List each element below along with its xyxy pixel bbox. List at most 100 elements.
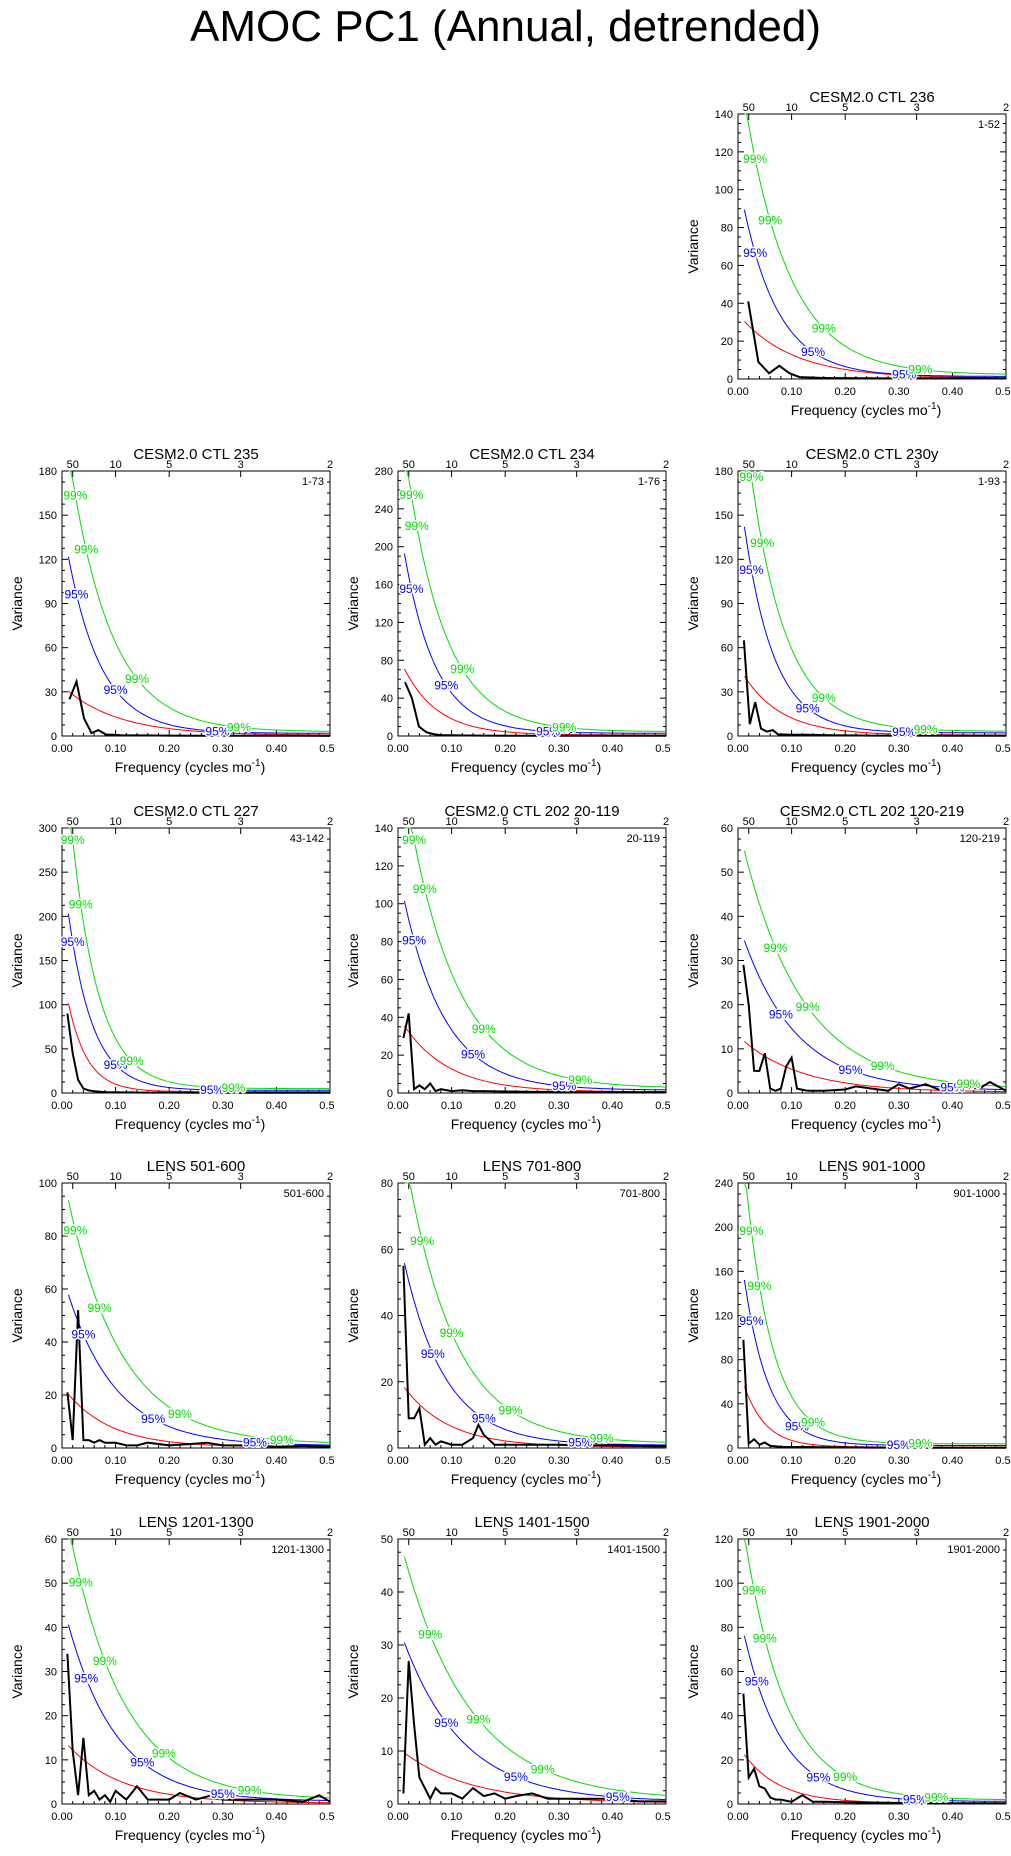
range-label: 120-219 (960, 833, 1000, 845)
y-tick-label: 30 (721, 956, 733, 968)
x-tick-label: 0.10 (105, 743, 126, 755)
chart-title: LENS 501-600 (147, 1158, 245, 1175)
x-tick-label: 0.30 (888, 1455, 909, 1467)
label-95: 95% (211, 1787, 235, 1801)
x-tick-label: 0.30 (548, 1811, 569, 1823)
label-95: 95% (739, 1314, 763, 1328)
spectrum-chart: LENS 501-600 501-600 0 20 40 60 80 100 0.00 0.10 0… (9, 1158, 335, 1487)
x-axis-label: Frequency (cycles mo-1) (791, 758, 942, 775)
label-99: 99% (796, 1000, 820, 1014)
red-noise-curve (743, 1386, 1006, 1448)
top-tick-label: 10 (109, 459, 121, 471)
confidence-99-curve (743, 1538, 1007, 1801)
y-tick-label: 60 (721, 260, 733, 272)
range-label: 1-73 (302, 476, 324, 488)
label-95: 95% (940, 1081, 964, 1095)
spectrum-panel: LENS 1401-1500 1401-1500 0 10 20 30 40 50 0.00 0.… (336, 1509, 671, 1856)
y-tick-label: 20 (721, 336, 733, 348)
x-tick-label: 0.20 (494, 743, 515, 755)
label-99: 99% (590, 1432, 614, 1446)
x-axis-label-text: Frequency (cycles mo (791, 1116, 928, 1132)
top-tick-label: 5 (502, 459, 508, 471)
chart-title: CESM2.0 CTL 202 20-119 (444, 803, 619, 820)
confidence-99-curve (403, 1556, 667, 1796)
y-tick-label: 200 (715, 1222, 733, 1234)
top-tick-label: 3 (574, 816, 580, 828)
x-tick-label: 0.40 (942, 1811, 963, 1823)
y-tick-label: 120 (715, 147, 733, 159)
y-tick-label: 40 (381, 1311, 393, 1323)
y-tick-label: 30 (721, 687, 733, 699)
top-tick-label: 5 (842, 459, 848, 471)
y-tick-label: 100 (715, 1578, 733, 1590)
top-tick-label: 10 (785, 1527, 797, 1539)
chart-title: LENS 1901-2000 (814, 1514, 929, 1531)
y-tick-label: 20 (721, 1755, 733, 1767)
x-tick-label: 0.40 (602, 1455, 623, 1467)
x-axis-label-text: Frequency (cycles mo (115, 1827, 252, 1843)
top-tick-label: 2 (1003, 816, 1009, 828)
x-axis-label-close: ) (597, 1827, 602, 1843)
y-axis-label: Variance (9, 1288, 25, 1342)
x-tick-label: 0.50 (655, 1100, 671, 1112)
label-95: 95% (130, 1756, 154, 1770)
y-tick-label: 0 (727, 1443, 733, 1455)
range-label: 1201-1300 (271, 1544, 324, 1556)
label-99: 99% (743, 152, 767, 166)
top-tick-label: 3 (914, 1527, 920, 1539)
x-tick-label: 0.30 (888, 1100, 909, 1112)
x-tick-label: 0.30 (212, 743, 233, 755)
x-tick-label: 0.30 (888, 386, 909, 398)
x-axis-label-exponent: -1 (588, 1115, 597, 1126)
plot-frame (61, 1538, 331, 1805)
x-tick-label: 0.10 (441, 1100, 462, 1112)
x-tick-label: 0.40 (266, 1455, 287, 1467)
y-tick-label: 200 (39, 911, 57, 923)
y-tick-label: 0 (727, 374, 733, 386)
x-tick-label: 0.50 (319, 1100, 335, 1112)
y-tick-label: 20 (381, 1377, 393, 1389)
x-tick-label: 0.50 (655, 743, 671, 755)
x-tick-label: 0.20 (834, 1811, 855, 1823)
top-tick-label: 50 (743, 102, 755, 114)
x-axis-label-text: Frequency (cycles mo (791, 759, 928, 775)
confidence-99-curve (744, 113, 1006, 375)
x-tick-label: 0.10 (781, 743, 802, 755)
label-95: 95% (74, 1671, 98, 1685)
x-axis-label: Frequency (cycles mo-1) (451, 758, 602, 775)
y-tick-label: 0 (387, 1443, 393, 1455)
page-title: AMOC PC1 (Annual, detrended) (190, 2, 821, 51)
y-axis-label: Variance (9, 1644, 25, 1698)
top-tick-label: 2 (663, 459, 669, 471)
y-tick-label: 40 (721, 298, 733, 310)
x-tick-label: 0.00 (727, 743, 748, 755)
label-99: 99% (747, 1279, 771, 1293)
label-99: 99% (69, 1575, 93, 1589)
spectrum-panel: LENS 701-800 701-800 0 20 40 60 80 0.00 0.10 0.20… (336, 1153, 671, 1500)
label-99: 99% (758, 214, 782, 228)
spectrum-chart: CESM2.0 CTL 202 120-219 120-219 0 10 20 30 40 5… (685, 803, 1011, 1132)
label-95: 95% (243, 1435, 267, 1449)
x-tick-label: 0.00 (387, 1811, 408, 1823)
top-tick-label: 50 (743, 1171, 755, 1183)
x-axis-label: Frequency (cycles mo-1) (115, 1470, 266, 1487)
y-tick-label: 80 (721, 223, 733, 235)
y-tick-label: 60 (381, 1244, 393, 1256)
x-tick-label: 0.10 (441, 743, 462, 755)
y-tick-label: 40 (381, 693, 393, 705)
label-99: 99% (418, 1627, 442, 1641)
y-tick-label: 80 (381, 1178, 393, 1190)
top-tick-label: 5 (166, 816, 172, 828)
y-axis-label: Variance (685, 933, 701, 987)
top-tick-label: 50 (67, 459, 79, 471)
spectrum-chart: CESM2.0 CTL 22743-1420501001502002503000… (9, 803, 335, 1132)
range-label: 43-142 (290, 833, 324, 845)
y-tick-label: 60 (45, 1284, 57, 1296)
x-tick-label: 0.10 (781, 386, 802, 398)
top-tick-label: 5 (842, 816, 848, 828)
x-tick-label: 0.10 (441, 1811, 462, 1823)
x-axis-label-text: Frequency (cycles mo (451, 1116, 588, 1132)
label-99: 99% (568, 1073, 592, 1087)
x-tick-label: 0.50 (655, 1811, 671, 1823)
x-tick-label: 0.00 (51, 1455, 72, 1467)
